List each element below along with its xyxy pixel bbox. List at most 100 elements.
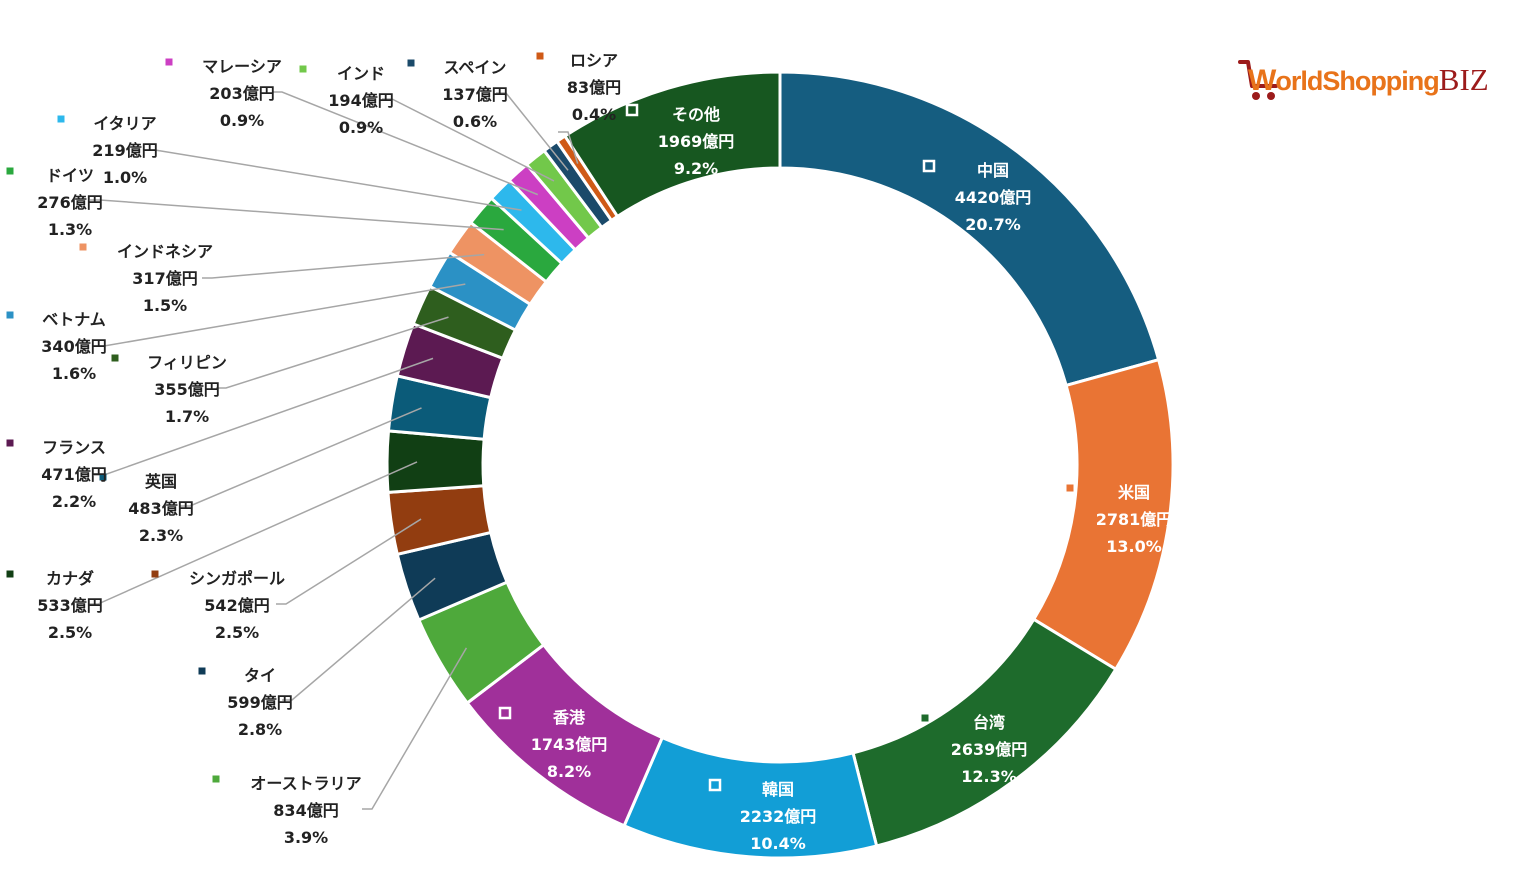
label-value: 542億円	[204, 596, 269, 615]
legend-marker	[708, 778, 722, 792]
label-percent: 1.3%	[48, 220, 92, 239]
label-percent: 1.7%	[165, 407, 209, 426]
label-value: 1743億円	[531, 735, 608, 754]
legend-marker	[212, 775, 220, 783]
label-value: 137億円	[442, 85, 507, 104]
leader-lines	[88, 91, 579, 810]
donut-slices	[385, 70, 1175, 860]
label-name: 中国	[977, 161, 1009, 180]
label-name: タイ	[244, 666, 276, 685]
label-value: 194億円	[328, 91, 393, 110]
label-percent: 2.8%	[238, 720, 282, 739]
label-name: 英国	[144, 472, 177, 491]
label-value: 533億円	[37, 596, 102, 615]
legend-marker	[79, 243, 87, 251]
leader-line	[496, 92, 569, 171]
legend-marker	[198, 667, 206, 675]
legend-marker	[57, 115, 65, 123]
label-name: カナダ	[46, 569, 94, 588]
label-value: 203億円	[209, 84, 274, 103]
label-value: 355億円	[154, 380, 219, 399]
cart-icon	[1238, 60, 1278, 100]
leader-line	[558, 131, 579, 164]
legend-marker	[299, 65, 307, 73]
label-value: 483億円	[128, 499, 193, 518]
label-name: インドネシア	[117, 242, 213, 261]
leader-line	[180, 407, 422, 507]
slice-e382abe3838ae38380	[385, 429, 486, 495]
leader-line	[216, 316, 449, 389]
leader-line	[145, 149, 522, 211]
label-name: オーストラリア	[250, 774, 361, 793]
leader-line	[382, 98, 555, 182]
label-value: 599億円	[227, 693, 292, 712]
legend-marker	[111, 354, 119, 362]
label-percent: 0.9%	[339, 118, 383, 137]
label-value: 1969億円	[658, 132, 735, 151]
label-name: ドイツ	[46, 166, 94, 185]
label-percent: 13.0%	[1106, 537, 1162, 556]
label-percent: 1.5%	[143, 296, 187, 315]
legend-marker	[625, 103, 639, 117]
label-name: フランス	[42, 438, 106, 457]
label-percent: 2.5%	[215, 623, 259, 642]
label-name: フィリピン	[147, 353, 227, 372]
label-value: 2639億円	[951, 740, 1028, 759]
label-value: 4420億円	[955, 188, 1032, 207]
legend-marker	[407, 59, 415, 67]
label-name: ロシア	[570, 51, 618, 70]
leader-line	[94, 283, 466, 347]
logo-biz: BIZ	[1438, 62, 1489, 97]
label-name: その他	[672, 105, 720, 124]
legend-marker	[6, 311, 14, 319]
label-percent: 10.4%	[750, 834, 806, 853]
label-percent: 2.3%	[139, 526, 183, 545]
leader-line	[88, 461, 418, 605]
label-percent: 1.0%	[103, 168, 147, 187]
legend-marker	[99, 473, 107, 481]
legend-marker	[6, 570, 14, 578]
legend-marker	[922, 159, 936, 173]
label-percent: 2.2%	[52, 492, 96, 511]
legend-marker	[151, 570, 159, 578]
label-value: 317億円	[132, 269, 197, 288]
label-percent: 0.4%	[572, 105, 616, 124]
label-name: シンガポール	[189, 569, 285, 588]
legend-marker	[1066, 484, 1074, 492]
logo-w: W	[1248, 64, 1276, 97]
label-name: ベトナム	[42, 310, 106, 329]
legend-marker	[6, 439, 14, 447]
label-name: イタリア	[93, 114, 156, 133]
label-name: マレーシア	[202, 57, 282, 76]
label-name: インド	[337, 64, 385, 83]
leader-line	[362, 647, 468, 810]
leader-line	[282, 577, 436, 701]
leader-line	[202, 253, 485, 279]
label-percent: 8.2%	[547, 762, 591, 781]
label-percent: 2.5%	[48, 623, 92, 642]
label-percent: 9.2%	[674, 159, 718, 178]
legend-marker	[921, 714, 929, 722]
logo-shopping: orldShopping	[1275, 66, 1439, 96]
leader-line	[272, 91, 539, 196]
label-percent: 0.9%	[220, 111, 264, 130]
label-name: 台湾	[973, 713, 1005, 732]
label-value: 219億円	[92, 141, 157, 160]
label-percent: 0.6%	[453, 112, 497, 131]
label-name: 米国	[1118, 483, 1150, 502]
legend-marker	[6, 167, 14, 175]
legend-marker	[498, 706, 512, 720]
label-name: 韓国	[762, 780, 794, 799]
label-value: 2781億円	[1096, 510, 1173, 529]
label-value: 471億円	[41, 465, 106, 484]
label-percent: 3.9%	[284, 828, 328, 847]
label-percent: 12.3%	[961, 767, 1017, 786]
label-value: 276億円	[37, 193, 102, 212]
label-value: 340億円	[41, 337, 106, 356]
legend-marker	[165, 58, 173, 66]
label-value: 83億円	[567, 78, 621, 97]
label-value: 2232億円	[740, 807, 817, 826]
legend-marker	[536, 52, 544, 60]
slice-e3819de381aee4bb96	[562, 70, 782, 219]
